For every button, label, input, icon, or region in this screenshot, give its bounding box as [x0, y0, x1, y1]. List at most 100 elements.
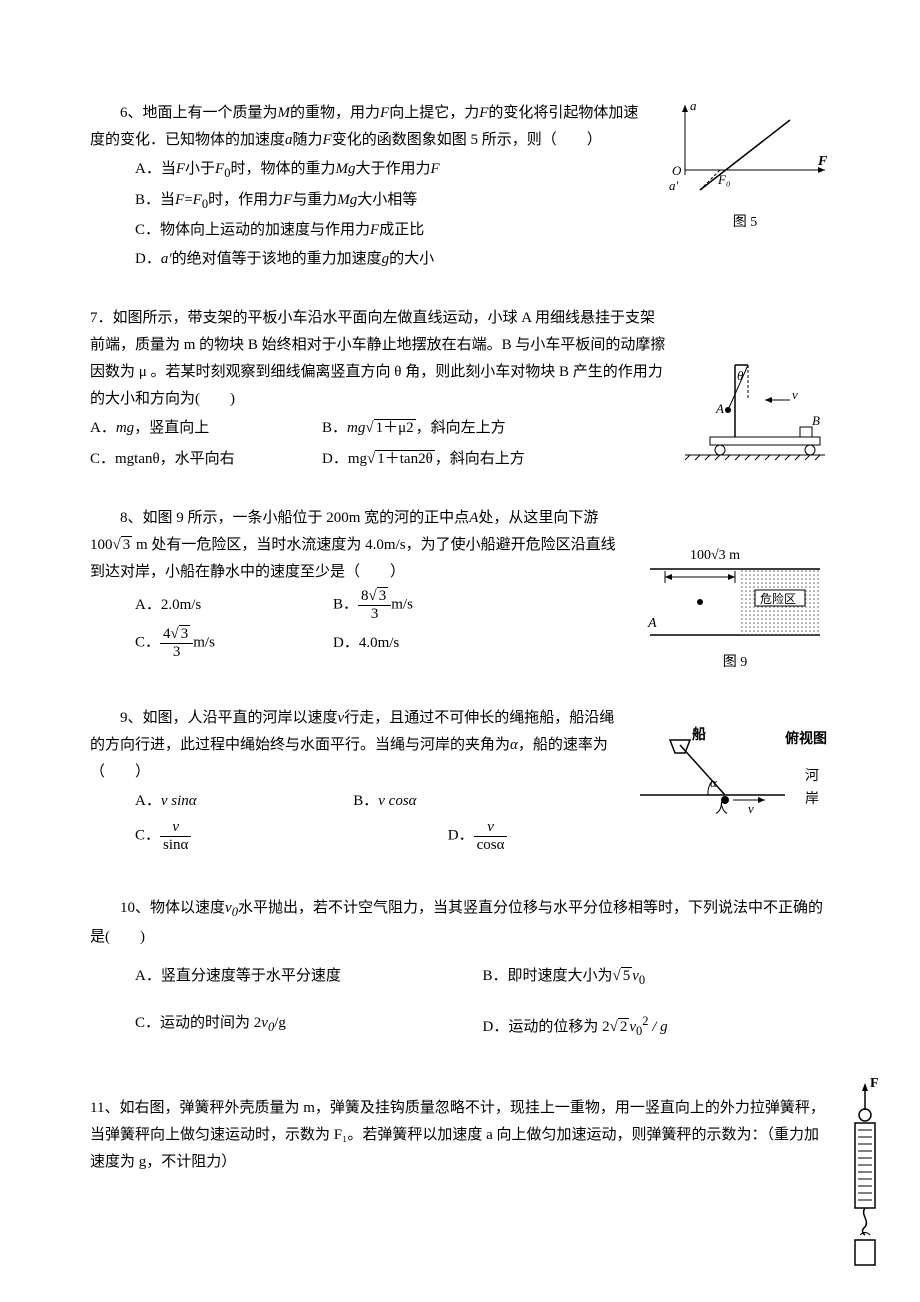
q6B-1: B．当 [135, 192, 175, 208]
q6-F3: F [323, 132, 332, 148]
axis-label-O: O [672, 163, 682, 178]
q7A-mg: mg [116, 420, 134, 436]
q10D-1: D．运动的位移为 2 [483, 1019, 610, 1035]
q6-t6: 变化的函数图象如图 5 所示，则（ ） [332, 132, 602, 148]
q10-optC: C．运动的时间为 2v0/g [135, 1010, 483, 1043]
q9C-den: sinα [160, 837, 191, 854]
q8-num: 8、 [120, 510, 143, 526]
q7B-1: B． [322, 420, 347, 436]
q9D-den: cosα [474, 837, 508, 854]
q9C-num: v [160, 819, 191, 837]
q6A-F0: F [215, 161, 224, 177]
label-alpha: α [710, 775, 718, 790]
q7A-1: A． [90, 420, 116, 436]
q7-num: 7． [90, 310, 113, 326]
q8B-1: B． [333, 596, 358, 612]
q6A-4: 大于作用力 [355, 161, 430, 177]
question-7: A B v θ 7．如图所示，带支架的平板小车沿水平面向左做直线运动，小球 A … [90, 305, 830, 475]
q6C-F: F [370, 222, 379, 238]
q11-body: 如右图，弹簧秤外壳质量为 m，弹簧及挂钩质量忽略不计，现挂上一重物，用一竖直向上… [90, 1100, 825, 1170]
q6B-F: F [175, 192, 184, 208]
q6D-1: D． [135, 251, 161, 267]
q6A-F: F [176, 161, 185, 177]
question-11: F 11、如右图，弹簧秤外壳质量为 m，弹簧及挂钩质量忽略不计，现挂上一重物，用… [90, 1095, 830, 1176]
cart-icon: A B v θ [680, 355, 830, 465]
q6D-3: 的大小 [389, 251, 434, 267]
label-person: 人 [715, 801, 728, 815]
q7A-2: ，竖直向上 [134, 420, 209, 436]
q6A-Mg: Mg [335, 161, 355, 177]
q6B-F2: F [283, 192, 292, 208]
label-bank: 岸 [805, 791, 819, 807]
q10D-v0: v [629, 1019, 636, 1035]
q8-optD: D．4.0m/s [333, 630, 630, 657]
q10B-1: B．即时速度大小为 [483, 968, 613, 984]
q6C-2: 成正比 [379, 222, 424, 238]
q10-optA: A．竖直分速度等于水平分速度 [135, 963, 483, 992]
q6B-eq: = [184, 192, 192, 208]
q11-num: 11、 [90, 1100, 119, 1116]
q10C-2: /g [274, 1015, 286, 1031]
q7-body: 如图所示，带支架的平板小车沿水平面向左做直线运动，小球 A 用细线悬挂于支架前端… [90, 310, 665, 407]
figure-5-caption: 图 5 [660, 210, 830, 235]
q10B-s0: 0 [639, 973, 645, 987]
question-9: α v 人 船 俯视图 河 岸 9、如图，人沿平直的河岸以速度v行走，且通过不可… [90, 705, 830, 855]
q6A-1: A．当 [135, 161, 176, 177]
label-v: v [748, 801, 754, 815]
q6B-2: 时，作用力 [208, 192, 283, 208]
q8-optA: A．2.0m/s [135, 592, 333, 619]
q9-optD: D．vcosα [448, 819, 830, 853]
q6B-F0: F [193, 192, 202, 208]
axis-label-F: F [817, 154, 828, 169]
q10-v0: v [225, 900, 232, 916]
axis-label-F0: F₀ [717, 172, 730, 187]
q8C-den: 3 [160, 644, 193, 661]
q6D-2: 的绝对值等于该地的重力加速度 [172, 251, 382, 267]
question-6: a O a′ F₀ F 图 5 6、地面上有一个质量为M的重物，用力F向上提它，… [90, 100, 830, 275]
figure-5: a O a′ F₀ F 图 5 [660, 100, 830, 235]
q6-t3: 向上提它，力 [389, 105, 479, 121]
q9C-1: C． [135, 828, 160, 844]
q10C-1: C．运动的时间为 2 [135, 1015, 261, 1031]
q6-t5: 随力 [293, 132, 323, 148]
q6A-3: 时，物体的重力 [230, 161, 335, 177]
figure-boat: α v 人 船 俯视图 河 岸 [630, 725, 830, 815]
q8C-num: 4 [163, 626, 171, 642]
q6-M: M [278, 105, 291, 121]
q10-optB: B．即时速度大小为√5v0 [483, 963, 831, 992]
q9-optA: A．v sinα [135, 788, 353, 815]
q7C-1: C．mgtanθ，水平向右 [90, 451, 235, 467]
q6A-2: 小于 [185, 161, 215, 177]
q9B-1: B． [353, 793, 378, 809]
q9D-1: D． [448, 828, 474, 844]
q6-t2: 的重物，用力 [290, 105, 380, 121]
q7B-sqrt: 1＋μ2 [374, 419, 416, 436]
q9-optB: B．v cosα [353, 788, 620, 815]
figure-spring: F [840, 1075, 890, 1275]
label-v: v [792, 387, 798, 402]
spring-icon: F [840, 1075, 890, 1275]
figure-cart: A B v θ [680, 355, 830, 465]
q9D-num: v [474, 819, 508, 837]
q6C-1: C．物体向上运动的加速度与作用力 [135, 222, 370, 238]
q10D-sqrt: 2 [618, 1018, 630, 1035]
figure-9-caption: 图 9 [640, 650, 830, 675]
label-A: A [647, 616, 657, 631]
q9-num: 9、 [120, 710, 143, 726]
label-river: 河 [805, 768, 819, 784]
boat-icon: α v 人 船 俯视图 河 岸 [630, 725, 830, 815]
q10B-sqrt: 5 [621, 967, 633, 984]
label-view: 俯视图 [785, 730, 827, 747]
q10-t1: 物体以速度 [150, 900, 225, 916]
label-A: A [715, 401, 724, 416]
q10-options: A．竖直分速度等于水平分速度 B．即时速度大小为√5v0 C．运动的时间为 2v… [90, 961, 830, 1045]
q7B-mg: mg [347, 420, 365, 436]
q8C-2: m/s [193, 634, 215, 650]
question-8: 100√3 m 危险区 A 图 9 8、如图 9 所示，一条小船位于 200m … [90, 505, 830, 675]
q8B-sqrt: 3 [377, 587, 389, 604]
q7-optA: A．mg，竖直向上 [90, 415, 322, 442]
q8C-sqrt: 3 [179, 625, 191, 642]
q8-t3: m 处有一危险区，当时水流速度为 4.0m/s，为了使小船避开危险区沿直线到达对… [90, 537, 616, 580]
river-icon: 100√3 m 危险区 A [640, 545, 830, 650]
graph-icon: a O a′ F₀ F [660, 100, 830, 210]
